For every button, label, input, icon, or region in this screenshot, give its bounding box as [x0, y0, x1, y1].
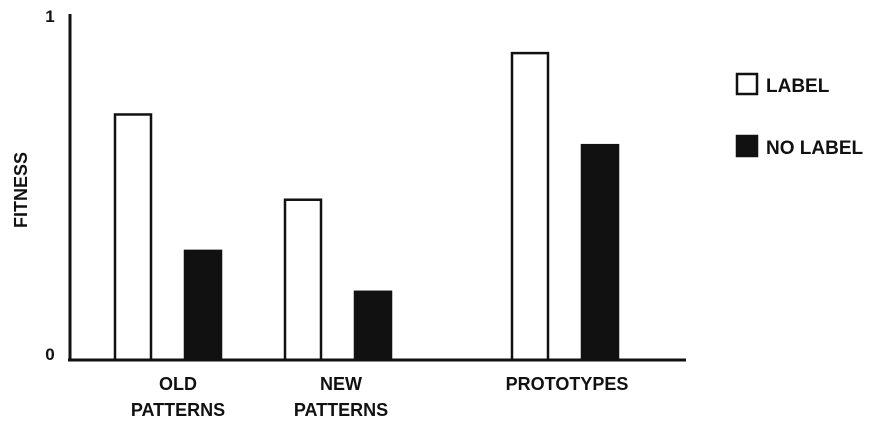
y-tick-label-1: 1 [45, 7, 54, 26]
legend-label-label: LABEL [766, 76, 830, 97]
bar-no-label-2 [353, 290, 393, 362]
category-labels-group: OLD PATTERNS NEW PATTERNS PROTOTYPES [131, 374, 629, 420]
bars-group [113, 51, 620, 362]
bar-label-3 [510, 51, 550, 362]
legend: LABEL NO LABEL [735, 72, 864, 159]
category-label-2-line-2: PATTERNS [294, 400, 388, 420]
legend-swatch-label [735, 72, 759, 96]
bar-label-1 [113, 113, 153, 362]
category-label-2-line-1: NEW [320, 374, 362, 394]
category-label-1-line-1: OLD [159, 374, 197, 394]
bar-no-label-1 [183, 249, 223, 362]
category-label-1-line-2: PATTERNS [131, 400, 225, 420]
y-axis-title: FITNESS [11, 152, 31, 228]
legend-swatch-no-label [735, 134, 759, 158]
bar-no-label-3 [580, 143, 620, 362]
legend-label-no-label: NO LABEL [766, 138, 864, 159]
category-label-3-line-1: PROTOTYPES [506, 374, 629, 394]
bar-label-2 [283, 198, 323, 362]
y-tick-label-0: 0 [45, 345, 54, 364]
